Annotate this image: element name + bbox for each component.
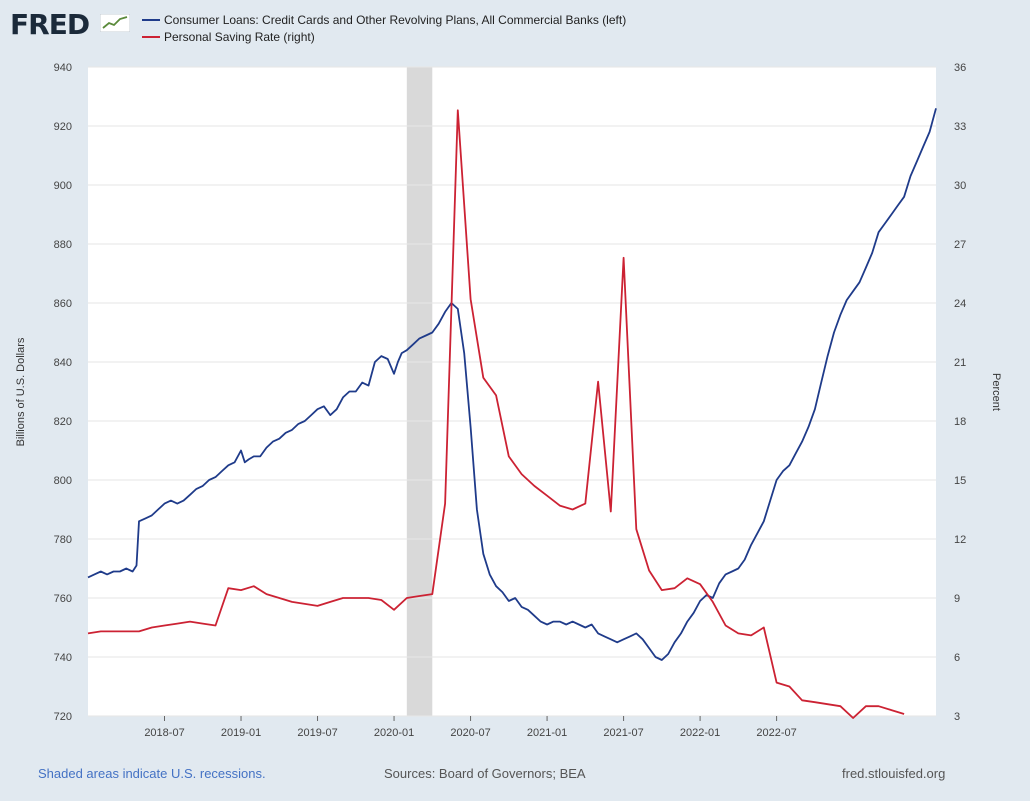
left-tick-label: 860 — [54, 298, 72, 310]
right-tick-label: 27 — [954, 239, 966, 251]
recession-shading — [406, 67, 433, 716]
x-tick-label: 2021-07 — [603, 727, 643, 739]
legend-item-consumer-loans: Consumer Loans: Credit Cards and Other R… — [142, 13, 626, 27]
series-line-saving-rate — [87, 109, 905, 719]
x-tick-label: 2020-07 — [450, 727, 490, 739]
right-tick-label: 15 — [954, 475, 966, 487]
footer-site-link[interactable]: fred.stlouisfed.org — [842, 766, 946, 781]
right-tick-label: 24 — [954, 298, 966, 310]
footer-recession-note: Shaded areas indicate U.S. recessions. — [38, 766, 266, 781]
legend-label-saving-rate: Personal Saving Rate (right) — [164, 30, 315, 44]
left-tick-label: 940 — [54, 62, 72, 74]
right-tick-label: 30 — [954, 180, 966, 192]
left-tick-label: 920 — [54, 121, 72, 133]
x-tick-label: 2019-07 — [297, 727, 337, 739]
left-tick-label: 780 — [54, 534, 72, 546]
x-tick-label: 2022-01 — [680, 727, 720, 739]
right-tick-label: 33 — [954, 121, 966, 133]
x-tick-label: 2020-01 — [374, 727, 414, 739]
fred-logo[interactable]: FRED — [10, 8, 90, 41]
left-tick-label: 760 — [54, 593, 72, 605]
legend-swatch-blue — [142, 19, 160, 21]
x-tick-label: 2019-01 — [221, 727, 261, 739]
right-tick-label: 18 — [954, 416, 966, 428]
gridlines — [88, 66, 936, 717]
left-axis: 720 740 760 780 800 820 840 860 880 900 920 940 — [54, 62, 72, 723]
recession-band — [406, 67, 433, 716]
right-tick-label: 36 — [954, 62, 966, 74]
series-line-consumer-loans — [87, 108, 937, 661]
legend-label-consumer-loans: Consumer Loans: Credit Cards and Other R… — [164, 13, 627, 27]
right-tick-label: 21 — [954, 357, 966, 369]
footer-sources: Sources: Board of Governors; BEA — [384, 766, 586, 781]
left-tick-label: 800 — [54, 475, 72, 487]
left-tick-label: 840 — [54, 357, 72, 369]
left-tick-label: 740 — [54, 652, 72, 664]
left-tick-label: 880 — [54, 239, 72, 251]
right-axis-label: Percent — [990, 373, 1002, 411]
left-axis-label: Billions of U.S. Dollars — [15, 337, 27, 446]
chart-trend-icon — [100, 14, 130, 32]
legend-item-saving-rate: Personal Saving Rate (right) — [142, 30, 315, 44]
right-tick-label: 6 — [954, 652, 960, 664]
x-tick-label: 2021-01 — [527, 727, 567, 739]
x-axis: 2018-07 2019-01 2019-07 2020-01 2020-07 2021-… — [144, 716, 797, 739]
left-tick-label: 820 — [54, 416, 72, 428]
plot-area — [88, 67, 936, 716]
x-tick-label: 2018-07 — [144, 727, 184, 739]
left-tick-label: 900 — [54, 180, 72, 192]
left-tick-label: 720 — [54, 711, 72, 723]
legend-swatch-red — [142, 36, 160, 38]
series-lines — [87, 108, 937, 719]
right-tick-label: 3 — [954, 711, 960, 723]
right-tick-label: 12 — [954, 534, 966, 546]
x-tick-label: 2022-07 — [756, 727, 796, 739]
right-tick-label: 9 — [954, 593, 960, 605]
